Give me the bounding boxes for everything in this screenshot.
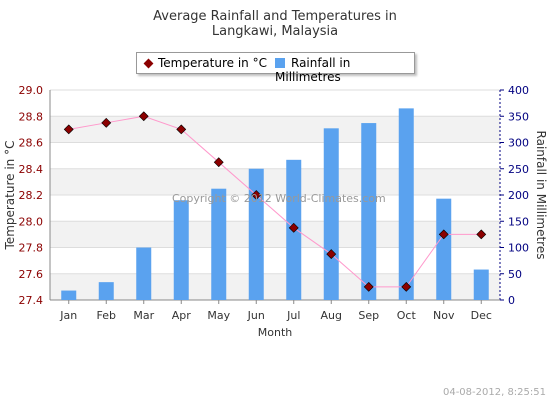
left-tick-label: 28.6: [19, 137, 44, 150]
right-tick-label: 100: [508, 242, 529, 255]
legend-temperature-label: Temperature in °C: [158, 56, 267, 70]
legend-rainfall: Rainfall in Millimetres: [275, 56, 414, 84]
temperature-point: [63, 124, 74, 135]
temperature-point: [251, 190, 262, 200]
legend-rainfall-label: Rainfall in Millimetres: [275, 56, 351, 84]
chart-title-line1: Average Rainfall and Temperatures in: [153, 9, 397, 24]
right-tick-label: 300: [508, 137, 529, 150]
temperature-point: [213, 157, 224, 168]
grid-band: [50, 168, 500, 195]
rainfall-bar: [136, 247, 152, 300]
grid-band: [50, 273, 500, 300]
right-tick-label: 50: [508, 268, 522, 281]
left-tick-label: 28.4: [19, 163, 44, 176]
right-tick-label: 0: [508, 294, 515, 307]
left-tick-label: 28.2: [19, 189, 44, 202]
x-axis-title: Month: [258, 326, 293, 339]
right-tick-label: 150: [508, 215, 529, 228]
rainfall-bar: [398, 108, 414, 300]
left-axis-title: Temperature in °C: [3, 141, 17, 251]
temperature-line: [68, 115, 482, 288]
rainfall-bar: [98, 282, 114, 300]
timestamp: 04-08-2012, 8:25:51: [442, 387, 546, 398]
x-tick-label: Apr: [172, 309, 192, 322]
legend-temperature: Temperature in °C: [143, 56, 267, 70]
rainfall-swatch-icon: [275, 58, 285, 68]
x-tick-label: Nov: [433, 309, 455, 322]
left-tick-label: 27.8: [19, 242, 44, 255]
temperature-point: [401, 281, 412, 292]
temperature-point: [101, 117, 112, 128]
grid-band: [50, 221, 500, 248]
temperature-point: [363, 281, 374, 292]
chart-title-line2: Langkawi, Malaysia: [211, 24, 339, 39]
x-tick-label: Sep: [358, 309, 379, 322]
x-tick-label: May: [207, 309, 230, 322]
left-tick-label: 28.0: [19, 215, 44, 228]
left-tick-label: 29.0: [19, 84, 44, 97]
temperature-point: [476, 229, 487, 240]
right-tick-label: 350: [508, 110, 529, 123]
x-tick-label: Oct: [397, 309, 417, 322]
x-tick-label: Mar: [133, 309, 154, 322]
left-tick-label: 27.4: [19, 294, 44, 307]
x-tick-label: Dec: [471, 309, 492, 322]
right-tick-label: 400: [508, 84, 529, 97]
chart-legend: Temperature in °C Rainfall in Millimetre…: [136, 52, 415, 84]
right-tick-label: 200: [508, 189, 529, 202]
rainfall-bar: [248, 168, 264, 300]
rainfall-bar: [436, 198, 452, 300]
rainfall-bar: [361, 123, 377, 300]
grid-band: [50, 116, 500, 143]
temperature-point: [288, 222, 299, 233]
rainfall-bar: [323, 128, 339, 300]
rainfall-bar: [211, 188, 227, 300]
temperature-point: [326, 249, 337, 259]
left-tick-label: 27.6: [19, 268, 44, 281]
rainfall-bar: [473, 269, 489, 300]
right-axis-title: Rainfall in Millimetres: [534, 131, 548, 260]
x-tick-label: Jun: [247, 309, 265, 322]
x-tick-label: Feb: [97, 309, 116, 322]
x-tick-label: Jul: [286, 309, 300, 322]
watermark: Copyright © 2012 World-Climates.com: [172, 192, 386, 205]
left-tick-label: 28.8: [19, 110, 44, 123]
rainfall-bar: [61, 290, 77, 300]
temperature-point: [176, 124, 187, 135]
x-tick-label: Aug: [321, 309, 342, 322]
x-tick-label: Jan: [59, 309, 77, 322]
right-tick-label: 250: [508, 163, 529, 176]
temperature-point: [138, 111, 149, 122]
rainfall-bar: [173, 200, 189, 300]
temperature-point: [438, 229, 449, 240]
